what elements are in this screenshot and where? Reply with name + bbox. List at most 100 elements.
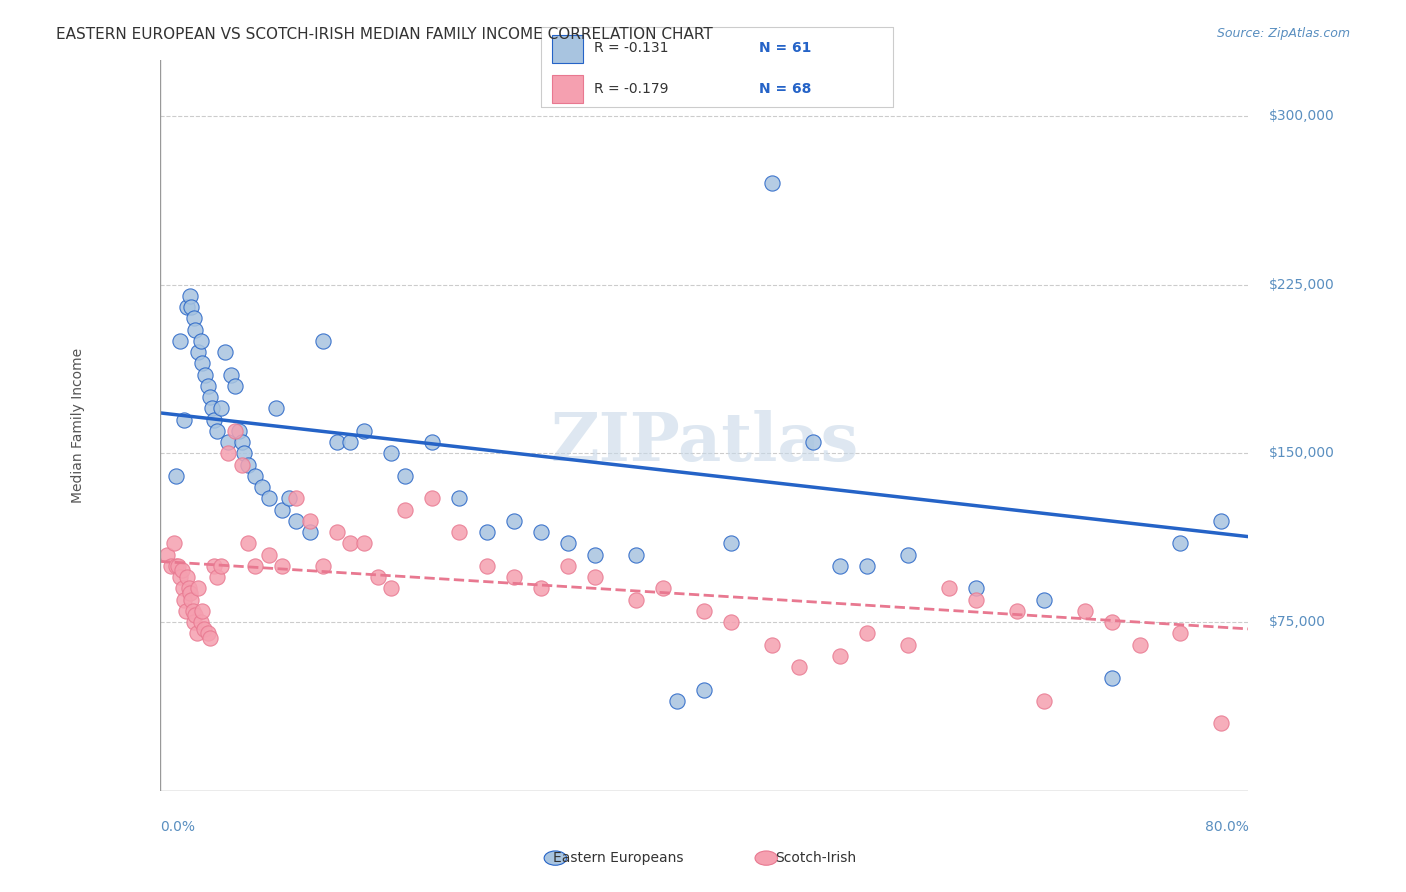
Point xyxy=(652,582,675,596)
Point xyxy=(184,608,207,623)
Text: Scotch-Irish: Scotch-Irish xyxy=(775,851,856,865)
Point xyxy=(720,615,742,629)
Point xyxy=(1170,536,1192,550)
Point xyxy=(177,582,200,596)
Text: R = -0.131: R = -0.131 xyxy=(595,41,668,55)
Point xyxy=(394,502,416,516)
Point xyxy=(326,435,349,450)
Point xyxy=(224,424,246,438)
Text: N = 68: N = 68 xyxy=(759,81,811,95)
Point xyxy=(583,570,606,584)
Point xyxy=(194,368,217,382)
Point xyxy=(312,334,335,348)
Point xyxy=(170,563,193,577)
Point xyxy=(238,458,260,472)
Point xyxy=(165,469,187,483)
Point xyxy=(298,514,321,528)
Point xyxy=(224,379,246,393)
Point xyxy=(187,345,209,359)
Text: Median Family Income: Median Family Income xyxy=(72,348,86,503)
Text: N = 61: N = 61 xyxy=(759,41,811,55)
Point xyxy=(174,604,197,618)
Point xyxy=(557,558,579,573)
Point xyxy=(162,536,184,550)
Point xyxy=(285,514,308,528)
Point xyxy=(326,525,349,540)
Point xyxy=(856,626,879,640)
Point xyxy=(1033,694,1056,708)
Point xyxy=(897,548,920,562)
Point xyxy=(197,626,219,640)
Point xyxy=(339,435,361,450)
Point xyxy=(380,446,402,460)
Point xyxy=(530,582,553,596)
Point xyxy=(165,558,187,573)
Point xyxy=(179,289,201,303)
Point xyxy=(179,586,201,600)
Point xyxy=(238,536,260,550)
Point xyxy=(353,424,375,438)
Point xyxy=(233,446,256,460)
Point xyxy=(181,604,204,618)
Point xyxy=(666,694,689,708)
Point xyxy=(557,536,579,550)
Point xyxy=(353,536,375,550)
Point xyxy=(201,401,224,416)
Point xyxy=(176,570,198,584)
FancyBboxPatch shape xyxy=(551,75,583,103)
Point xyxy=(180,300,202,314)
Point xyxy=(938,582,960,596)
Point xyxy=(190,334,212,348)
Point xyxy=(1101,672,1123,686)
Point xyxy=(217,446,239,460)
Text: $225,000: $225,000 xyxy=(1268,277,1334,292)
Point xyxy=(176,300,198,314)
Point xyxy=(965,582,987,596)
Point xyxy=(1005,604,1028,618)
Point xyxy=(205,424,228,438)
Point xyxy=(197,379,219,393)
Point xyxy=(180,592,202,607)
Point xyxy=(367,570,389,584)
Text: ZIPatlas: ZIPatlas xyxy=(550,409,858,475)
Point xyxy=(193,622,215,636)
Point xyxy=(250,480,273,494)
Point xyxy=(530,525,553,540)
Point xyxy=(502,570,524,584)
Point xyxy=(219,368,242,382)
Point xyxy=(200,390,222,404)
Point xyxy=(624,592,647,607)
Point xyxy=(160,558,183,573)
Point xyxy=(169,570,191,584)
Point xyxy=(205,570,228,584)
Text: EASTERN EUROPEAN VS SCOTCH-IRISH MEDIAN FAMILY INCOME CORRELATION CHART: EASTERN EUROPEAN VS SCOTCH-IRISH MEDIAN … xyxy=(56,27,713,42)
Point xyxy=(761,177,783,191)
Text: Eastern Europeans: Eastern Europeans xyxy=(554,851,683,865)
Point xyxy=(475,558,498,573)
Point xyxy=(420,491,443,506)
Point xyxy=(172,582,194,596)
Text: $150,000: $150,000 xyxy=(1268,446,1334,460)
Point xyxy=(214,345,236,359)
Point xyxy=(830,648,852,663)
Point xyxy=(720,536,742,550)
Point xyxy=(1033,592,1056,607)
Point xyxy=(190,615,212,629)
Point xyxy=(339,536,361,550)
Point xyxy=(502,514,524,528)
Point xyxy=(897,638,920,652)
Point xyxy=(264,401,287,416)
Point xyxy=(1211,716,1233,731)
Point xyxy=(1101,615,1123,629)
Point xyxy=(156,548,179,562)
Point xyxy=(217,435,239,450)
Point xyxy=(202,558,225,573)
Point xyxy=(271,502,294,516)
Text: Source: ZipAtlas.com: Source: ZipAtlas.com xyxy=(1216,27,1350,40)
Point xyxy=(475,525,498,540)
Text: $300,000: $300,000 xyxy=(1268,109,1334,123)
Point xyxy=(191,356,214,370)
Point xyxy=(1074,604,1097,618)
Text: 80.0%: 80.0% xyxy=(1205,820,1249,834)
Point xyxy=(312,558,335,573)
